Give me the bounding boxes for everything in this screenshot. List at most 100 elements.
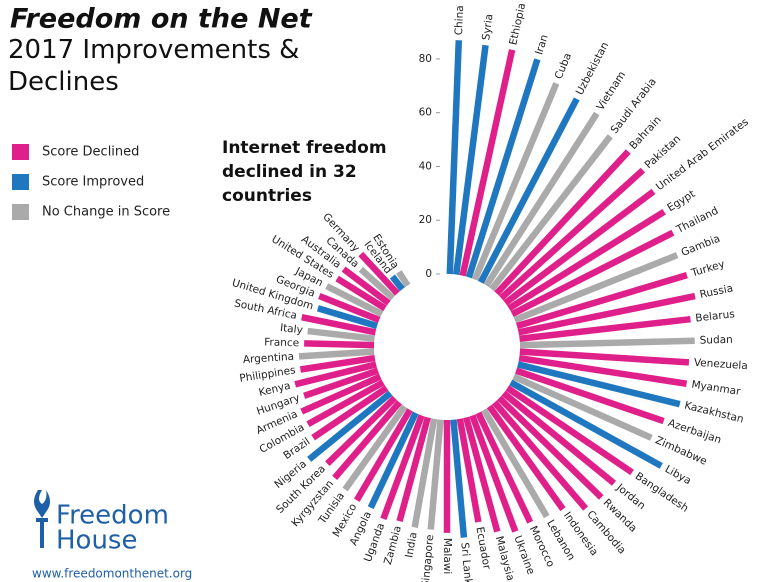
bar [503,188,656,306]
bar [489,134,613,292]
bar [294,361,377,388]
bar [510,229,675,317]
bar [499,167,646,301]
category-label: Syria [480,13,495,41]
chart-title: Freedom on the Net [10,4,313,35]
bar [299,354,376,373]
category-label: Bahrain [627,114,663,152]
bar [483,111,600,288]
legend-swatch [12,144,29,160]
bar [332,400,402,481]
category-label: Venezuela [694,357,749,372]
category-label: Sudan [700,334,733,347]
category-label: Malawi [441,538,453,574]
category-label: Sri Lanka [458,542,474,582]
bar [519,348,690,366]
bar [471,82,560,281]
category-label: Turkey [689,258,726,280]
bar [367,411,419,510]
bar [456,418,482,523]
bar [342,404,408,492]
bar [519,337,695,349]
category-label: Thailand [674,205,721,237]
bar [301,313,377,336]
bar [515,367,665,425]
category-label: France [264,336,299,349]
bar [465,58,541,279]
category-label: China [453,5,466,35]
bar [518,354,688,387]
bar [396,270,411,288]
bar [318,292,381,323]
legend-label: Score Improved [42,175,144,190]
category-label: Egypt [665,188,697,214]
legend-swatch [12,204,29,220]
bar [446,40,463,275]
y-tick-label: 60 [419,107,432,119]
bar [507,208,666,312]
y-tick-label: 20 [419,214,432,226]
bar [304,340,375,349]
bar [513,252,679,323]
bar [307,390,393,462]
category-label: Myanmar [691,379,742,398]
bar [353,408,413,502]
bar [481,408,550,519]
bar [325,283,384,317]
category-label: Argentina [243,351,295,366]
category-label: Cuba [553,51,574,81]
bar [517,361,681,408]
y-tick-label: 80 [419,53,432,65]
bar [335,275,387,312]
bar [501,390,617,486]
bar [486,404,566,512]
category-label: Russia [699,282,735,301]
legend-swatch [12,174,29,190]
bar [494,149,631,296]
bar [380,414,425,520]
category-label: Gambia [680,233,722,259]
bar [475,411,534,524]
category-label: Vietnam [594,69,628,112]
bar [307,327,375,342]
bar [303,367,379,399]
bar [341,266,391,306]
logo-text: Freedom [56,501,169,531]
category-label: Singapore [420,534,437,582]
bar [389,274,405,292]
y-tick-label: 0 [425,268,432,280]
bar [453,44,489,276]
annotation: Internet freedom declined in 32 countrie… [222,138,387,206]
bar [459,49,516,277]
category-label: Ecuador [473,526,493,571]
y-tick-label: 40 [419,160,432,172]
bar [515,271,688,330]
bar [509,379,663,469]
legend-label: No Change in Score [42,205,170,220]
category-label: Iran [533,33,551,56]
bar [469,414,519,533]
bar [450,419,468,538]
category-label: Ethiopia [507,2,528,46]
subtitle-box: 2017 Improvements & Declines [8,35,300,97]
logo-icon [34,490,50,548]
bar [298,348,375,360]
legend-label: Score Declined [42,145,139,160]
url: www.freedomonthenet.org [32,567,192,581]
bar [477,97,580,284]
bar [358,266,395,301]
bar [306,379,385,428]
bar [492,400,589,511]
bar [496,395,604,500]
chart-subtitle: 2017 Improvements & Declines [8,35,300,97]
bar [411,418,438,528]
bar [463,416,501,533]
bar [396,416,431,523]
logo-text: House [56,526,137,556]
bar [519,315,691,342]
bar [517,292,696,336]
bar [505,385,634,476]
bar [300,373,382,415]
category-label: Italy [279,322,303,337]
